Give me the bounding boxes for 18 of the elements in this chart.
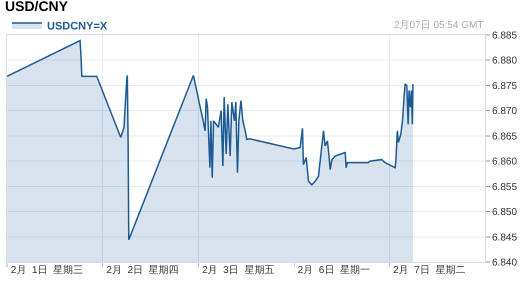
y-tick-label: 6.870 xyxy=(492,106,518,118)
y-tick-label: 6.875 xyxy=(492,80,518,92)
y-tick-label: 6.880 xyxy=(492,56,518,67)
x-tick-label: 2月 1日 星期三 xyxy=(10,264,83,276)
x-tick-label: 2月 3日 星期五 xyxy=(202,264,274,276)
y-tick-label: 6.855 xyxy=(492,182,518,193)
chart-title: USD/CNY xyxy=(5,0,69,14)
y-tick-label: 6.865 xyxy=(492,131,518,142)
text: 2月07日 05:54 GMT xyxy=(394,20,484,31)
y-tick-label: 6.860 xyxy=(492,156,518,168)
y-tick-label: 6.840 xyxy=(492,258,518,268)
y-tick-label: 6.845 xyxy=(492,232,518,244)
legend-label: USDCNY=X xyxy=(47,20,108,32)
y-tick-label: 6.850 xyxy=(492,207,518,218)
y-tick-label: 6.885 xyxy=(492,30,518,42)
x-tick-label: 2月 7日 星期二 xyxy=(392,264,466,276)
x-tick-label: 2月 2日 星期四 xyxy=(106,264,179,276)
x-tick-label: 2月 6日 星期一 xyxy=(297,264,370,276)
